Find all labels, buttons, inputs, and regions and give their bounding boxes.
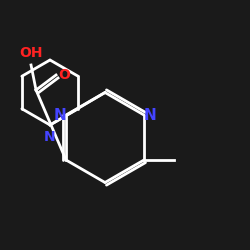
Text: OH: OH [19, 46, 43, 60]
Text: N: N [144, 108, 156, 122]
Text: N: N [44, 130, 56, 144]
Text: O: O [58, 68, 70, 82]
Text: N: N [54, 108, 66, 122]
